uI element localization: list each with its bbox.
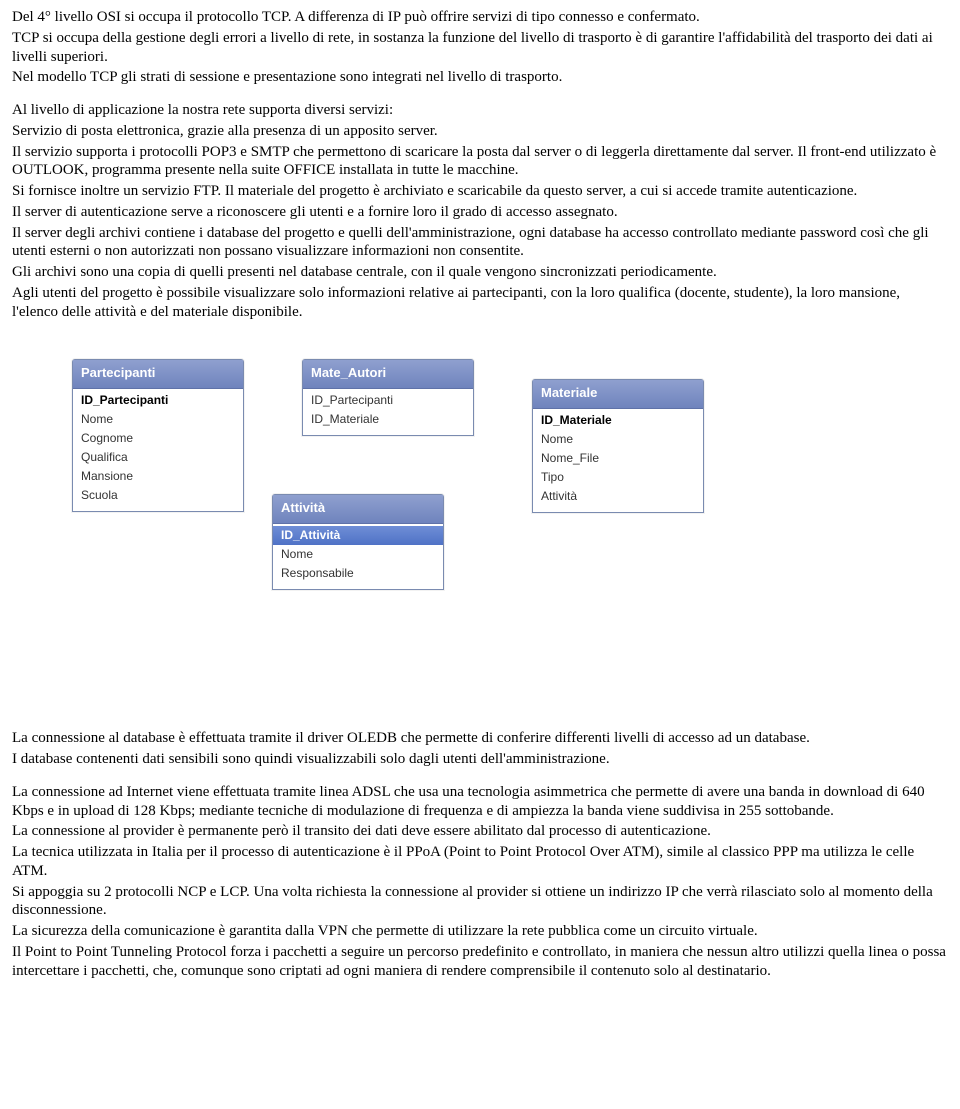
table-header: Attività bbox=[273, 495, 443, 523]
para-net-2: La connessione al provider è permanente … bbox=[12, 822, 948, 841]
field-row[interactable]: Cognome bbox=[73, 429, 243, 448]
table-attivita[interactable]: Attività ID_Attività Nome Responsabile bbox=[272, 494, 444, 589]
field-row[interactable]: ID_Materiale bbox=[303, 410, 473, 429]
para-db-2: I database contenenti dati sensibili son… bbox=[12, 750, 948, 769]
para-net-6: Il Point to Point Tunneling Protocol for… bbox=[12, 943, 948, 981]
table-body: ID_Attività Nome Responsabile bbox=[273, 524, 443, 589]
field-row-selected[interactable]: ID_Attività bbox=[273, 526, 443, 545]
field-row[interactable]: Nome bbox=[273, 545, 443, 564]
table-body: ID_Partecipanti ID_Materiale bbox=[303, 389, 473, 435]
internet-paragraphs: La connessione ad Internet viene effettu… bbox=[12, 783, 948, 981]
osi-paragraphs: Del 4° livello OSI si occupa il protocol… bbox=[12, 8, 948, 87]
field-row[interactable]: ID_Partecipanti bbox=[303, 391, 473, 410]
field-row[interactable]: ID_Partecipanti bbox=[73, 391, 243, 410]
para-app-1: Al livello di applicazione la nostra ret… bbox=[12, 101, 948, 120]
para-osi-3: Nel modello TCP gli strati di sessione e… bbox=[12, 68, 948, 87]
para-osi-1: Del 4° livello OSI si occupa il protocol… bbox=[12, 8, 948, 27]
para-app-5: Il server di autenticazione serve a rico… bbox=[12, 203, 948, 222]
para-app-8: Agli utenti del progetto è possibile vis… bbox=[12, 284, 948, 322]
database-diagram: Partecipanti ID_Partecipanti Nome Cognom… bbox=[12, 349, 948, 659]
para-app-7: Gli archivi sono una copia di quelli pre… bbox=[12, 263, 948, 282]
field-row[interactable]: Attività bbox=[533, 487, 703, 506]
table-header: Partecipanti bbox=[73, 360, 243, 388]
field-row[interactable]: Nome bbox=[533, 430, 703, 449]
table-partecipanti[interactable]: Partecipanti ID_Partecipanti Nome Cognom… bbox=[72, 359, 244, 511]
table-mate-autori[interactable]: Mate_Autori ID_Partecipanti ID_Materiale bbox=[302, 359, 474, 435]
para-app-2: Servizio di posta elettronica, grazie al… bbox=[12, 122, 948, 141]
para-net-4: Si appoggia su 2 protocolli NCP e LCP. U… bbox=[12, 883, 948, 921]
db-connection-paragraphs: La connessione al database è effettuata … bbox=[12, 729, 948, 769]
table-body: ID_Materiale Nome Nome_File Tipo Attivit… bbox=[533, 409, 703, 512]
para-app-6: Il server degli archivi contiene i datab… bbox=[12, 224, 948, 262]
field-row[interactable]: ID_Materiale bbox=[533, 411, 703, 430]
para-net-3: La tecnica utilizzata in Italia per il p… bbox=[12, 843, 948, 881]
field-row[interactable]: Qualifica bbox=[73, 448, 243, 467]
field-row[interactable]: Tipo bbox=[533, 468, 703, 487]
field-row[interactable]: Nome bbox=[73, 410, 243, 429]
table-header: Materiale bbox=[533, 380, 703, 408]
para-app-4: Si fornisce inoltre un servizio FTP. Il … bbox=[12, 182, 948, 201]
para-db-1: La connessione al database è effettuata … bbox=[12, 729, 948, 748]
table-body: ID_Partecipanti Nome Cognome Qualifica M… bbox=[73, 389, 243, 511]
app-level-paragraphs: Al livello di applicazione la nostra ret… bbox=[12, 101, 948, 321]
para-osi-2: TCP si occupa della gestione degli error… bbox=[12, 29, 948, 67]
para-net-5: La sicurezza della comunicazione è garan… bbox=[12, 922, 948, 941]
para-net-1: La connessione ad Internet viene effettu… bbox=[12, 783, 948, 821]
para-app-3: Il servizio supporta i protocolli POP3 e… bbox=[12, 143, 948, 181]
field-row[interactable]: Responsabile bbox=[273, 564, 443, 583]
field-row[interactable]: Mansione bbox=[73, 467, 243, 486]
field-row[interactable]: Scuola bbox=[73, 486, 243, 505]
table-materiale[interactable]: Materiale ID_Materiale Nome Nome_File Ti… bbox=[532, 379, 704, 512]
table-header: Mate_Autori bbox=[303, 360, 473, 388]
field-row[interactable]: Nome_File bbox=[533, 449, 703, 468]
